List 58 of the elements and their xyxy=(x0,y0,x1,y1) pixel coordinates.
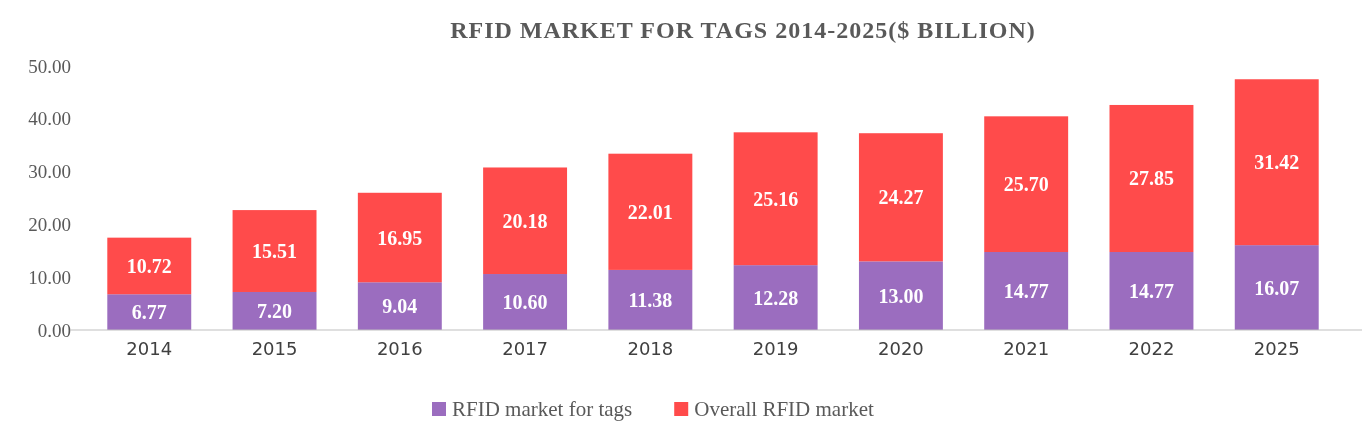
data-label: 10.72 xyxy=(126,254,172,277)
x-tick-label: 2022 xyxy=(1128,338,1175,359)
bar xyxy=(1109,104,1194,253)
bar xyxy=(232,210,317,292)
data-label: 24.27 xyxy=(878,186,924,209)
x-tick-label: 2014 xyxy=(126,338,173,359)
data-label: 6.77 xyxy=(131,301,167,324)
y-tick-label: 20.00 xyxy=(28,213,71,235)
data-label: 25.70 xyxy=(1003,173,1049,196)
chart-title: RFID MARKET FOR TAGS 2014-2025($ BILLION) xyxy=(450,17,1036,43)
data-label: 20.18 xyxy=(502,209,548,232)
y-tick-label: 50.00 xyxy=(28,55,71,77)
legend-label: RFID market for tags xyxy=(452,397,633,421)
bar xyxy=(608,269,693,330)
x-tick-label: 2020 xyxy=(878,338,924,359)
y-tick-label: 30.00 xyxy=(28,161,71,183)
data-label: 16.95 xyxy=(377,226,423,249)
bar xyxy=(733,265,818,330)
data-label: 11.38 xyxy=(628,288,673,311)
bar xyxy=(1109,252,1194,330)
bar xyxy=(608,153,693,270)
bar xyxy=(357,192,442,283)
y-tick-label: 0.00 xyxy=(37,319,71,341)
data-label: 13.00 xyxy=(878,284,924,307)
y-tick-label: 40.00 xyxy=(28,108,71,130)
x-tick-label: 2015 xyxy=(251,338,298,359)
bar xyxy=(858,133,943,262)
bar xyxy=(1234,79,1319,246)
data-label: 15.51 xyxy=(252,240,298,263)
y-tick-label: 10.00 xyxy=(28,266,71,288)
x-tick-label: 2025 xyxy=(1253,338,1300,359)
data-label: 14.77 xyxy=(1128,280,1174,303)
bar xyxy=(984,252,1069,330)
bar xyxy=(858,261,943,330)
data-label: 31.42 xyxy=(1254,151,1300,174)
data-label: 12.28 xyxy=(753,286,799,309)
data-label: 10.60 xyxy=(502,291,548,314)
x-tick-label: 2019 xyxy=(752,338,799,359)
x-tick-label: 2017 xyxy=(502,338,548,359)
x-tick-label: 2018 xyxy=(627,338,674,359)
legend-label: Overall RFID market xyxy=(694,397,874,421)
bar xyxy=(357,282,442,330)
bar xyxy=(483,167,568,275)
data-label: 14.77 xyxy=(1003,280,1049,303)
x-tick-label: 2021 xyxy=(1003,338,1050,359)
bar xyxy=(733,132,818,266)
data-label: 22.01 xyxy=(627,200,673,223)
data-label: 7.20 xyxy=(257,299,293,322)
data-label: 27.85 xyxy=(1128,167,1174,190)
bar xyxy=(483,274,568,330)
bar xyxy=(107,237,192,295)
bar xyxy=(984,116,1069,253)
data-label: 16.07 xyxy=(1254,276,1300,299)
bar xyxy=(1234,245,1319,330)
bar xyxy=(107,294,192,330)
x-tick-label: 2016 xyxy=(376,338,423,359)
data-label: 25.16 xyxy=(753,187,799,210)
data-label: 9.04 xyxy=(382,295,418,318)
